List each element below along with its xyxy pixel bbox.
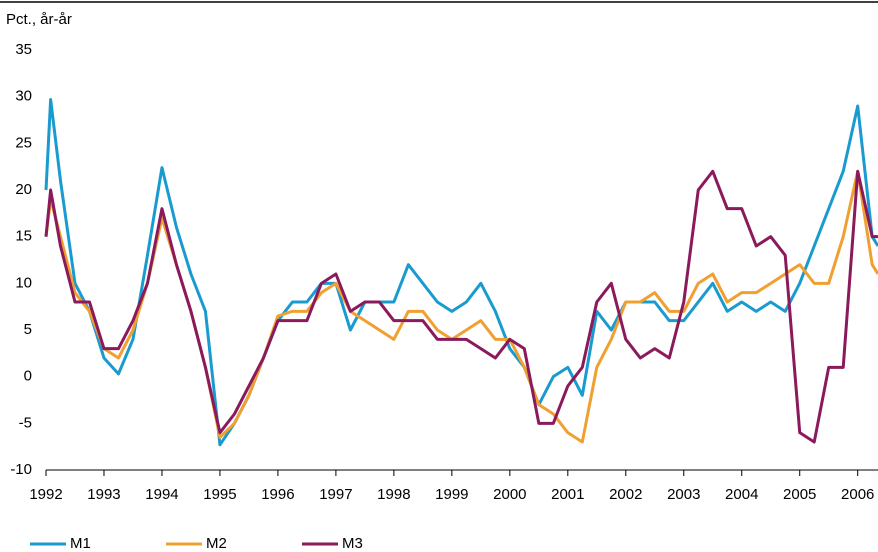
x-tick-label: 1993 <box>87 486 120 503</box>
x-tick-label: 1992 <box>29 486 62 503</box>
x-tick-label: 1998 <box>377 486 410 503</box>
x-tick-label: 1997 <box>319 486 352 503</box>
x-tick-label: 1999 <box>435 486 468 503</box>
x-tick-label: 1996 <box>261 486 294 503</box>
x-tick-label: 2001 <box>551 486 584 503</box>
x-tick-label: 2000 <box>493 486 526 503</box>
line-series <box>44 169 878 444</box>
y-tick-label: 35 <box>15 41 32 58</box>
x-tick-label: 2002 <box>609 486 642 503</box>
x-tick-label: 2004 <box>725 486 758 503</box>
y-tick-label: -5 <box>19 414 32 431</box>
x-tick-label: 2003 <box>667 486 700 503</box>
y-tick-label: 20 <box>15 181 32 198</box>
x-tick-label: 2005 <box>783 486 816 503</box>
y-tick-label: 15 <box>15 228 32 245</box>
legend-label: M1 <box>70 535 91 552</box>
x-tick-label: 1995 <box>203 486 236 503</box>
line-series <box>44 169 878 444</box>
y-tick-label: -10 <box>10 461 32 478</box>
line-series <box>44 97 878 447</box>
legend-label: M3 <box>342 535 363 552</box>
legend-label: M2 <box>206 535 227 552</box>
y-tick-label: 5 <box>24 321 32 338</box>
y-axis-label: Pct., år-år <box>6 11 72 28</box>
y-tick-label: 0 <box>24 368 32 385</box>
y-tick-label: 10 <box>15 274 32 291</box>
y-tick-label: 30 <box>15 88 32 105</box>
x-tick-label: 1994 <box>145 486 178 503</box>
x-tick-label: 2006 <box>841 486 874 503</box>
y-tick-label: 25 <box>15 134 32 151</box>
